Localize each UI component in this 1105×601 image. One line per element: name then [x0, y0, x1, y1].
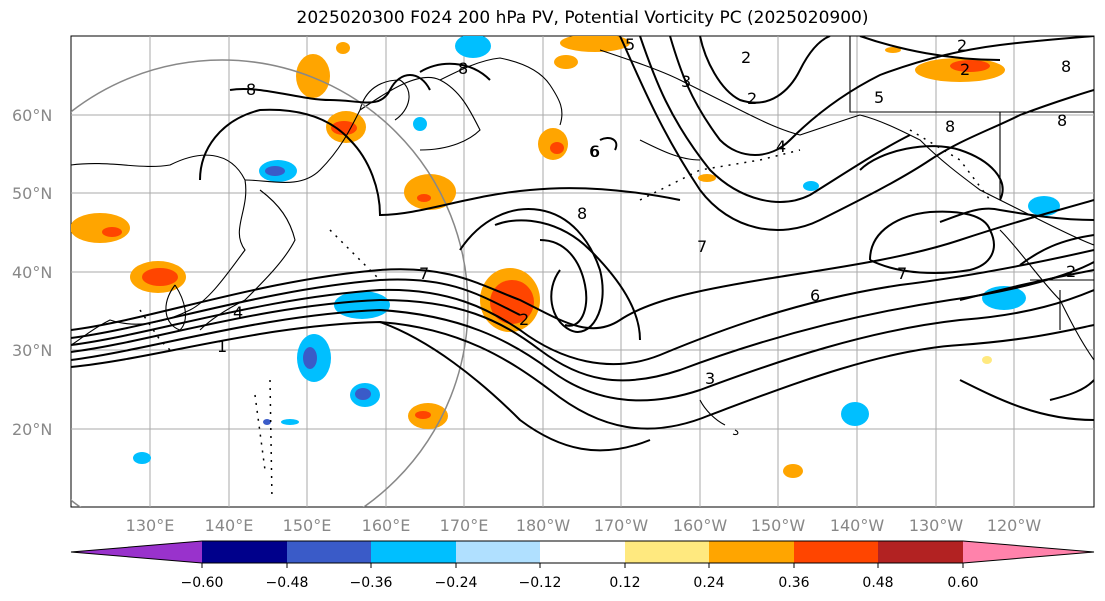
lon-label: 160°E	[362, 516, 411, 535]
contour-label: 2	[519, 310, 529, 329]
contour-label: 8	[945, 117, 955, 136]
contour-label: 7	[697, 237, 707, 256]
contour-label: 4	[233, 303, 243, 322]
lat-label: 20°N	[12, 420, 52, 439]
colorbar-segment	[371, 541, 456, 563]
colorbar-segment	[963, 541, 1094, 563]
colorbar-tick-labels: −0.60 −0.48 −0.36 −0.24 −0.12 0.12 0.24 …	[181, 575, 979, 591]
colorbar-segment	[202, 541, 287, 563]
colorbar-segment	[71, 541, 202, 563]
lon-label: 180°W	[516, 516, 571, 535]
colorbar-tick: −0.12	[519, 575, 562, 591]
lon-label: 120°W	[987, 516, 1042, 535]
lon-label: 130°W	[909, 516, 964, 535]
contour-label: 2	[1066, 262, 1076, 281]
contour-label: 2	[957, 36, 967, 55]
colorbar-tick: 0.48	[862, 575, 893, 591]
colorbar-segment	[625, 541, 709, 563]
lat-label: 60°N	[12, 106, 52, 125]
contour-label: 2	[747, 89, 757, 108]
contour-label: 8	[577, 204, 587, 223]
colorbar-tick: 0.60	[947, 575, 978, 591]
lat-label: 50°N	[12, 184, 52, 203]
contour-label: 2	[741, 48, 751, 67]
lon-label: 170°W	[594, 516, 649, 535]
colorbar-segment	[287, 541, 371, 563]
colorbar-segment	[456, 541, 540, 563]
lon-label: 130°E	[126, 516, 175, 535]
contour-label: 8	[246, 80, 256, 99]
colorbar-tick: −0.24	[435, 575, 478, 591]
island-dots	[139, 129, 991, 501]
lon-label: 140°W	[830, 516, 885, 535]
map-title: 2025020300 F024 200 hPa PV, Potential Vo…	[296, 8, 869, 28]
colorbar-segment	[540, 541, 625, 563]
contour-label: 5	[874, 88, 884, 107]
contour-label: 8	[1057, 111, 1067, 130]
colorbar-tick: −0.60	[181, 575, 224, 591]
pv-contours	[71, 36, 1094, 452]
contour-labels: 8 2 5 8 3 6 2 2 2 4 8 5 8 8 8 7 6 7 7 4 …	[217, 35, 1076, 388]
contour-label: 3	[705, 369, 715, 388]
colorbar-tick: 0.36	[778, 575, 809, 591]
contour-label: 6	[590, 142, 600, 161]
colorbar-segment	[709, 541, 794, 563]
contour-label: 1	[217, 337, 227, 356]
contour-label: 3	[681, 72, 691, 91]
inset-box	[849, 36, 1094, 113]
pv-anomaly-fills	[71, 36, 1060, 478]
colorbar-tick: −0.36	[350, 575, 393, 591]
lon-label: 160°W	[673, 516, 728, 535]
contour-label: 2	[960, 60, 970, 79]
lat-label: 30°N	[12, 341, 52, 360]
lon-label: 140°E	[205, 516, 254, 535]
lon-label: 150°W	[751, 516, 806, 535]
region-circle	[71, 59, 469, 507]
lat-label: 40°N	[12, 263, 52, 282]
contour-label: 6	[589, 142, 599, 161]
contour-label: 7	[897, 264, 907, 283]
lon-label: 150°E	[283, 516, 332, 535]
contour-label: 8	[1061, 57, 1071, 76]
colorbar-segment	[794, 541, 878, 563]
contour-label: 5	[625, 35, 635, 54]
colorbar-tick: 0.24	[693, 575, 724, 591]
contour-label: 8	[458, 59, 468, 78]
contour-label: 6	[810, 286, 820, 305]
longitude-labels: 130°E 140°E 150°E 160°E 170°E 180°W 170°…	[126, 516, 1042, 535]
colorbar-segment	[878, 541, 963, 563]
contour-label: 4	[776, 137, 786, 156]
colorbar-tick: 0.12	[609, 575, 640, 591]
lon-label: 170°E	[440, 516, 489, 535]
colorbar-tick: −0.48	[266, 575, 309, 591]
colorbar	[70, 540, 1095, 568]
latitude-labels: 60°N 50°N 40°N 30°N 20°N	[12, 106, 52, 439]
contour-label: 7	[419, 264, 429, 283]
